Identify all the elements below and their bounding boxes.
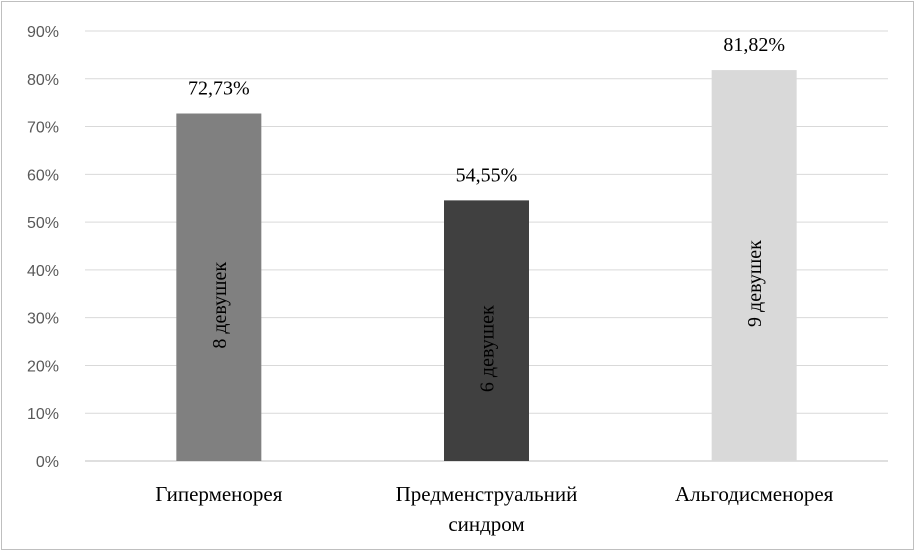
- data-label: 54,55%: [456, 164, 518, 186]
- y-tick-label: 60%: [27, 167, 59, 184]
- y-tick-label: 80%: [27, 72, 59, 89]
- y-tick-label: 40%: [27, 263, 59, 280]
- data-labels: 72,73% 8 девушек 54,55% 6 девушек 81,82% 9 де…: [188, 34, 785, 392]
- category-label: синдром: [448, 512, 524, 536]
- bar: [444, 200, 529, 461]
- bar-count-label: 8 девушек: [209, 262, 231, 349]
- y-axis-ticks: 0% 10% 20% 30% 40% 50% 60% 70% 80% 90%: [27, 24, 59, 471]
- y-tick-label: 10%: [27, 406, 59, 423]
- bar: [176, 113, 262, 462]
- y-tick-label: 50%: [27, 215, 59, 232]
- category-label: Предменструальний: [396, 482, 578, 506]
- y-tick-label: 20%: [27, 358, 59, 375]
- bar-count-label: 6 девушек: [477, 305, 499, 392]
- category-label: Альгодисменорея: [675, 482, 834, 506]
- y-tick-label: 30%: [27, 311, 59, 328]
- data-label: 72,73%: [188, 78, 250, 100]
- bar-count-label: 9 девушек: [744, 240, 766, 327]
- category-label: Гиперменорея: [155, 482, 282, 506]
- bars: [176, 70, 797, 462]
- y-tick-label: 70%: [27, 120, 59, 137]
- bar: [711, 70, 797, 462]
- data-label: 81,82%: [723, 34, 785, 56]
- y-tick-label: 90%: [27, 24, 59, 41]
- x-axis-categories: Гиперменорея Предменструальний синдром Альг…: [155, 482, 833, 536]
- y-tick-label: 0%: [36, 454, 59, 471]
